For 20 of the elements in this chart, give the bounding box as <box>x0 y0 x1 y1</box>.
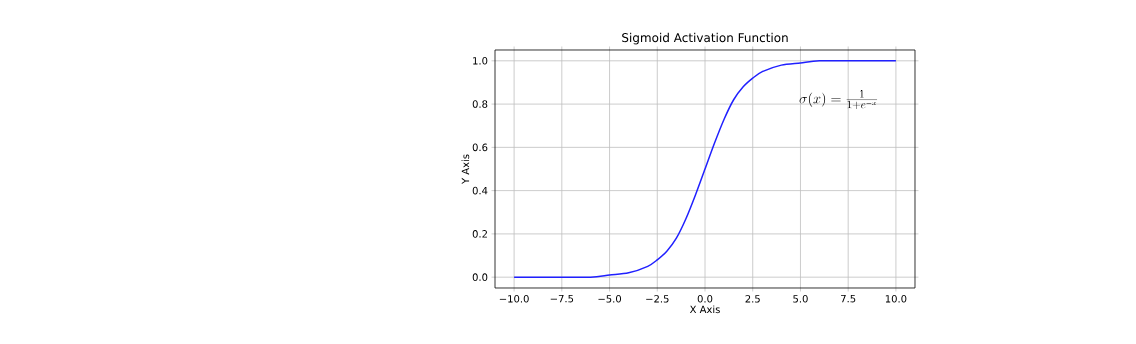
x-tick-label: 5.0 <box>793 295 808 303</box>
x-tick-label: −10.0 <box>499 295 529 303</box>
chart-title: Sigmoid Activation Function <box>622 32 788 45</box>
x-tick-label: −2.5 <box>646 295 669 303</box>
x-tick-label: 7.5 <box>841 295 856 303</box>
x-tick-label: 10.0 <box>885 295 907 303</box>
y-tick-label: 0.0 <box>472 273 488 281</box>
y-tick-label: 0.8 <box>472 100 488 108</box>
x-tick-label: 0.0 <box>697 295 713 303</box>
y-tick-label: 0.6 <box>472 143 488 152</box>
x-tick-label: −5.0 <box>598 295 622 303</box>
y-tick-label: 1.0 <box>473 57 488 65</box>
x-axis-title: X Axis <box>689 305 720 314</box>
line-series <box>513 59 897 279</box>
y-axis-title: Y Axis <box>461 154 470 185</box>
y-tick-label: 0.2 <box>472 230 487 238</box>
annotation: $\sigma(x) = \frac{1}{1+e^{-x}}$ <box>799 90 878 110</box>
y-tick-label: 0.4 <box>472 186 488 195</box>
x-tick-label: −7.5 <box>550 295 574 303</box>
x-tick-label: 2.5 <box>745 295 760 303</box>
